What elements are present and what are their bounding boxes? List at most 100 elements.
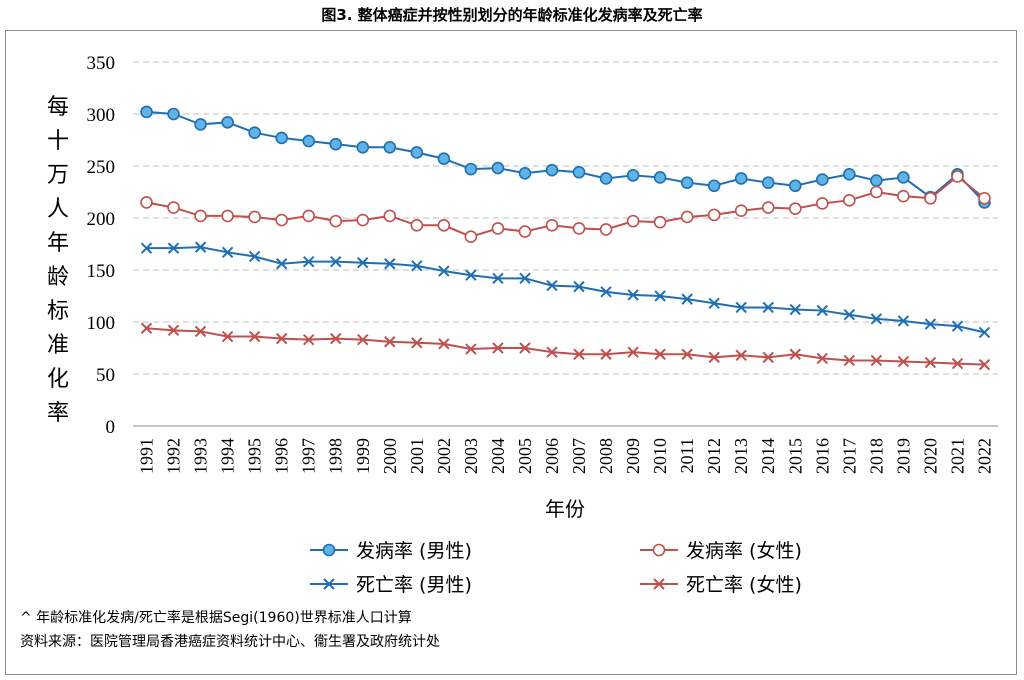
x-tick-label: 1992 [164,438,184,474]
data-point [519,342,531,354]
x-tick-label: 2022 [974,438,994,474]
data-point [221,209,234,223]
legend-marker [323,578,335,590]
legend-item-2: 死亡率 (男性) [310,574,472,596]
x-tick-label: 2004 [488,438,508,474]
y-tick-label: 200 [87,209,116,230]
legend-label: 发病率 (女性) [686,540,802,562]
data-point [167,201,180,214]
data-point [762,351,774,364]
y-axis-label-char: 龄 [47,265,69,290]
data-point [438,338,450,350]
data-point [383,140,397,154]
data-point [708,351,720,364]
series-0 [140,105,991,209]
data-point [870,185,883,199]
data-point [464,230,478,244]
data-point [330,255,342,268]
data-point [437,152,451,166]
legend-label: 死亡率 (女性) [686,574,802,596]
data-point [329,214,343,228]
y-axis-label-char: 十 [47,129,69,154]
footnote-method: ^ 年龄标准化发病/死亡率是根据Segi(1960)世界标准人口计算 [20,610,412,626]
data-point [248,126,261,140]
x-tick-label: 2011 [677,438,697,473]
data-point [330,332,342,345]
data-point [600,286,612,298]
data-point [572,222,586,235]
data-point [140,242,153,254]
legend-item-3: 死亡率 (女性) [640,574,802,596]
data-point [140,196,153,209]
data-point [411,260,423,272]
data-point [167,242,180,254]
data-point [735,301,747,314]
x-tick-label: 2005 [515,438,535,474]
legend-label: 死亡率 (男性) [356,574,472,596]
data-point [843,168,856,181]
data-point [302,255,315,268]
data-point [735,349,747,361]
y-axis-label-char: 率 [47,401,69,426]
data-point [465,343,477,355]
data-point [357,333,369,346]
data-point [788,179,802,193]
data-point [492,272,504,285]
data-point [248,330,261,343]
gridlines [133,61,998,427]
data-point [707,208,721,222]
data-point [816,352,829,365]
data-point [410,146,424,159]
data-point [492,342,504,354]
data-point [302,333,315,346]
data-point [573,280,585,293]
legend-marker [322,543,336,557]
y-axis-label-char: 化 [47,367,69,392]
series-line [146,110,986,204]
data-point [275,258,288,270]
data-point [653,171,667,184]
data-point [897,315,910,327]
data-point [951,170,964,183]
x-tick-label: 2020 [920,438,940,474]
data-point [681,348,693,360]
legend-marker [652,543,666,557]
data-point [653,215,667,229]
y-tick-labels: 0 50 100 150 200 250 300 350 [87,53,116,438]
data-point [275,131,288,145]
x-tick-label: 2014 [758,438,778,474]
data-point [167,107,180,121]
data-point [302,209,316,223]
data-point [924,191,937,205]
data-point [627,346,639,358]
data-point [951,320,964,332]
series-3 [140,322,991,371]
data-point [680,176,694,189]
x-tick-label: 2012 [704,438,724,474]
data-point [789,303,801,316]
chart-frame [5,30,1017,675]
data-point [411,337,423,349]
x-tick-label: 2006 [542,438,562,474]
data-point [518,225,532,238]
y-axis-label-char: 每 [47,95,69,120]
data-point [626,169,640,182]
data-point [140,105,153,119]
data-point [384,258,396,270]
y-axis-label-char: 年 [47,231,69,256]
data-point [491,222,505,235]
legend-marker [653,578,665,590]
data-point [789,348,801,360]
data-point [761,176,775,189]
x-tick-label: 2003 [461,438,481,474]
series-line [146,246,985,334]
data-point [572,165,586,179]
data-point [870,313,883,325]
data-point [356,213,370,227]
x-tick-label: 2015 [785,438,805,474]
data-point [410,218,424,232]
legend-item-1: 发病率 (女性) [640,540,802,562]
data-point [356,140,370,154]
